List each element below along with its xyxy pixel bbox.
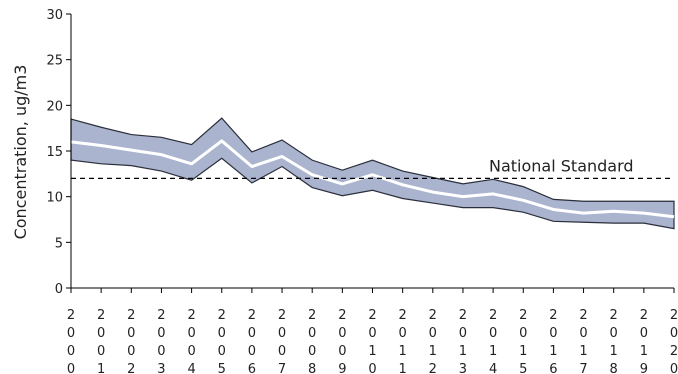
y-tick-label: 30 bbox=[46, 8, 63, 23]
y-tick-label: 20 bbox=[46, 99, 63, 114]
national-standard-label: National Standard bbox=[489, 156, 634, 175]
y-tick-label: 0 bbox=[55, 282, 63, 297]
y-tick-label: 10 bbox=[46, 191, 63, 206]
y-tick-label: 5 bbox=[55, 236, 63, 251]
y-tick-label: 15 bbox=[46, 145, 63, 160]
plot-area: National Standard 0 5 10 15 20 25 30 2 0 0 0 2 0 0 1 2 0 0… bbox=[46, 8, 678, 374]
y-tick-label: 25 bbox=[46, 54, 63, 69]
mean-line bbox=[70, 139, 675, 219]
y-axis-title: Concentration, ug/m3 bbox=[11, 65, 30, 240]
